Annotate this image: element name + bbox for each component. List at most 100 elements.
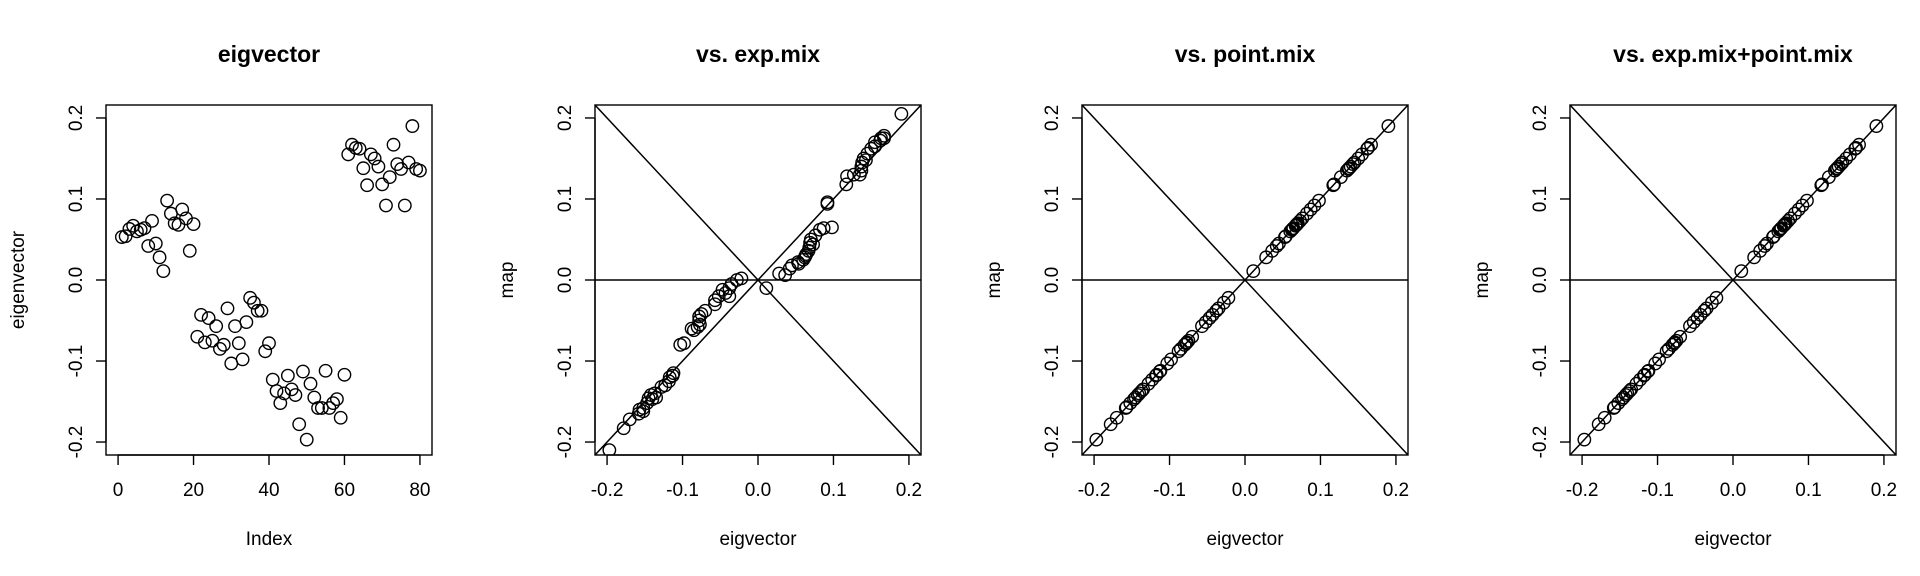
data-point xyxy=(314,401,329,415)
data-point xyxy=(367,151,382,166)
data-point xyxy=(160,193,175,208)
data-point xyxy=(1149,367,1164,382)
y-tick-label: 0.2 xyxy=(1530,105,1551,131)
data-point xyxy=(277,386,291,401)
data-point xyxy=(379,198,393,213)
data-point xyxy=(1869,119,1884,133)
data-point xyxy=(141,239,156,253)
data-point xyxy=(182,243,197,258)
plot-area xyxy=(1570,105,1896,455)
data-point xyxy=(1118,401,1133,415)
y-tick-label: -0.1 xyxy=(1042,345,1063,378)
data-point xyxy=(1629,376,1644,391)
data-point xyxy=(401,155,416,170)
panel-1: 0 20 40 60 80 -0.2 -0.1 0.0 0.1 0.2 eigvector Index… xyxy=(8,41,433,550)
data-point xyxy=(1145,372,1160,387)
data-point xyxy=(636,404,651,419)
data-point xyxy=(1347,155,1362,170)
data-point xyxy=(345,137,359,152)
data-point xyxy=(1149,368,1163,383)
y-axis-label: map xyxy=(984,262,1005,299)
data-point xyxy=(1361,141,1375,155)
data-point xyxy=(186,217,201,231)
data-point xyxy=(137,221,152,236)
data-point xyxy=(1800,193,1814,208)
chart-title: vs. exp.mix+point.mix xyxy=(1613,41,1853,67)
data-point xyxy=(1665,337,1680,352)
data-point xyxy=(1637,367,1652,382)
data-point xyxy=(1351,151,1366,166)
data-point xyxy=(413,163,427,178)
data-point xyxy=(247,295,261,310)
data-point xyxy=(360,178,375,193)
x-tick-label: 0.1 xyxy=(1795,480,1821,501)
data-point xyxy=(197,335,212,350)
data-point xyxy=(622,412,637,427)
data-point xyxy=(326,396,341,411)
data-point xyxy=(262,336,276,351)
data-point xyxy=(1185,329,1200,344)
data-point xyxy=(397,198,412,213)
data-point xyxy=(692,317,707,332)
y-axis-label: eigenvector xyxy=(8,230,29,329)
y-tick-label: -0.2 xyxy=(1042,426,1063,459)
data-point xyxy=(1607,400,1622,415)
data-point xyxy=(806,237,820,252)
y-tick-label: 0.1 xyxy=(66,186,87,212)
data-point xyxy=(708,297,722,312)
data-point xyxy=(694,307,709,321)
data-point xyxy=(1152,364,1167,379)
data-point xyxy=(1683,319,1697,334)
data-point xyxy=(1299,206,1314,221)
data-point xyxy=(239,315,254,330)
chart-title: vs. point.mix xyxy=(1175,41,1316,67)
y-tick-label: 0.0 xyxy=(1042,267,1063,293)
y-tick-label: -0.1 xyxy=(1530,345,1551,378)
data-point xyxy=(171,218,186,232)
x-tick-label: 0.2 xyxy=(1383,480,1409,501)
panel-2: -0.2 -0.1 0.0 0.1 0.2 -0.2 -0.1 0.0 0.1 0.2 vs. ex… xyxy=(497,41,922,550)
data-point xyxy=(1852,137,1866,152)
data-point xyxy=(1835,155,1850,170)
data-point xyxy=(856,151,871,166)
data-point xyxy=(330,392,344,406)
data-point xyxy=(708,293,722,308)
data-point xyxy=(213,341,227,356)
y-tick-label: 0.0 xyxy=(1530,267,1551,293)
data-point xyxy=(299,432,314,447)
data-point xyxy=(1673,329,1688,344)
data-point xyxy=(1195,319,1209,334)
data-point xyxy=(1814,178,1829,193)
data-point xyxy=(1290,216,1305,231)
data-point xyxy=(802,240,817,255)
data-point xyxy=(1633,372,1648,387)
data-point xyxy=(825,220,839,235)
data-point xyxy=(759,281,774,296)
x-tick-label: -0.1 xyxy=(666,480,699,501)
x-axis-label: eigvector xyxy=(1694,529,1772,550)
data-point xyxy=(1181,333,1196,348)
data-point xyxy=(363,147,378,162)
data-point xyxy=(243,290,258,305)
data-point xyxy=(1734,264,1749,278)
x-axis-label: eigvector xyxy=(719,529,797,550)
data-point xyxy=(1648,356,1663,371)
plot-area xyxy=(595,105,921,455)
data-point xyxy=(322,401,337,415)
data-point xyxy=(1343,159,1358,174)
y-tick-label: -0.2 xyxy=(66,426,87,459)
data-point xyxy=(209,319,224,334)
y-tick-label: -0.2 xyxy=(1530,426,1551,459)
data-point xyxy=(1709,290,1724,305)
data-point xyxy=(1303,202,1318,217)
data-point xyxy=(231,336,246,351)
data-point xyxy=(666,366,681,381)
data-point xyxy=(296,364,310,379)
data-point xyxy=(662,370,677,385)
x-tick-label: -0.2 xyxy=(1078,480,1111,501)
x-tick-label: -0.1 xyxy=(1641,480,1674,501)
data-point xyxy=(1119,400,1134,415)
data-point xyxy=(684,321,699,336)
data-point xyxy=(1164,352,1178,367)
